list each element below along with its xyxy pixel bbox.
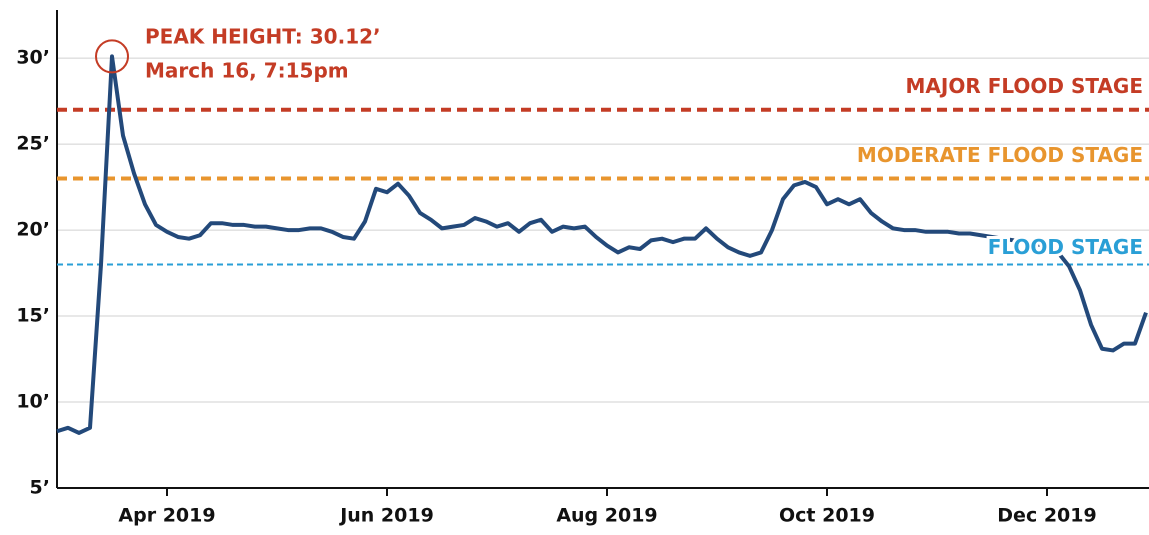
- y-tick-label: 15’: [16, 305, 50, 327]
- reference-label: MODERATE FLOOD STAGE: [857, 143, 1143, 167]
- x-tick-label: Aug 2019: [556, 505, 657, 527]
- y-tick-label: 30’: [16, 47, 50, 69]
- y-tick-label: 10’: [16, 391, 50, 413]
- x-tick-label: Dec 2019: [997, 505, 1096, 527]
- annotation: PEAK HEIGHT: 30.12’: [145, 25, 381, 49]
- y-tick-label: 5’: [30, 477, 50, 499]
- x-tick-label: Apr 2019: [118, 505, 215, 527]
- y-tick-label: 25’: [16, 133, 50, 155]
- peak-circle: [95, 39, 129, 74]
- reference-label: FLOOD STAGE: [988, 235, 1143, 259]
- reference-label: MAJOR FLOOD STAGE: [906, 74, 1144, 98]
- annotation: March 16, 7:15pm: [145, 59, 349, 83]
- data-line: [56, 54, 1148, 435]
- y-tick-label: 20’: [16, 219, 50, 241]
- x-tick-label: Jun 2019: [338, 505, 434, 527]
- series-0: [56, 54, 1148, 435]
- x-tick-label: Oct 2019: [779, 505, 875, 527]
